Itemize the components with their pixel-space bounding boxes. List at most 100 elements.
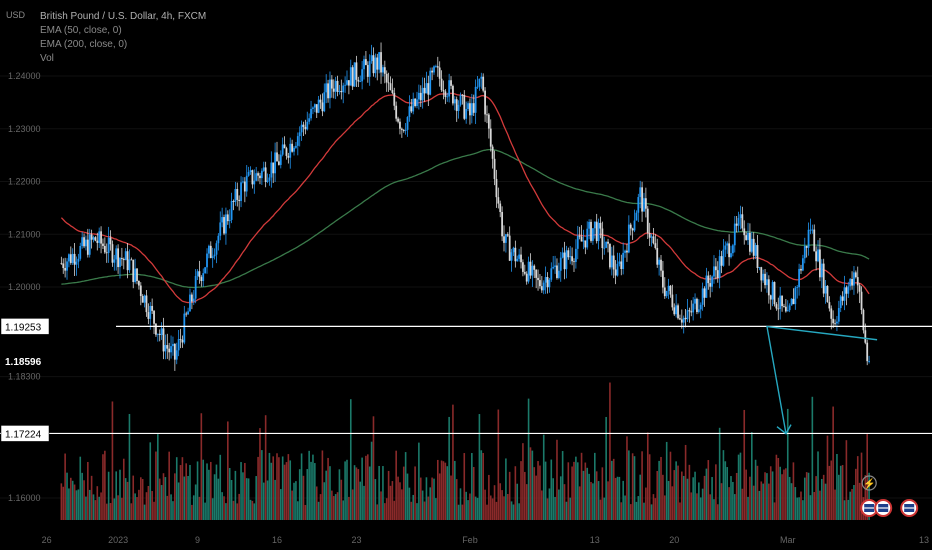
volume-bar (365, 455, 367, 520)
volume-bar (81, 472, 83, 520)
volume-bar (397, 476, 399, 520)
volume-bar (255, 476, 257, 520)
volume-bar (559, 476, 562, 520)
candle-body (637, 197, 640, 213)
horizontal-levels[interactable] (0, 325, 932, 435)
candle-body (200, 277, 203, 282)
volume-bar (675, 461, 677, 520)
volume-bar (571, 466, 573, 520)
volume-bar (448, 416, 450, 520)
volume-bar (819, 490, 821, 520)
volume-bar (864, 475, 867, 520)
candle-body (667, 285, 670, 291)
candle-body (747, 232, 749, 240)
candle-body (319, 99, 322, 103)
volume-bar (826, 435, 829, 520)
candle-body (523, 271, 526, 274)
volume-bar (244, 463, 246, 520)
volume-bar (573, 461, 575, 520)
candle-body (571, 256, 573, 262)
candle-body (743, 228, 746, 236)
projection-arrow[interactable] (766, 325, 878, 435)
volume-bar (779, 466, 781, 520)
volume-bar (541, 490, 543, 520)
candle-body (255, 173, 258, 181)
candle-body (374, 57, 377, 74)
volume-bar (368, 466, 371, 520)
volume-bar (281, 456, 284, 520)
volume-bar (482, 452, 484, 520)
volume-bar (578, 486, 581, 520)
candle-body (627, 224, 630, 253)
volume-bar (622, 480, 624, 520)
time-axis[interactable]: 26202391623Feb1320Mar132027 (42, 535, 932, 545)
candle-body (192, 298, 195, 302)
candle-body (98, 231, 101, 243)
volume-bar (552, 478, 554, 520)
volume-bar (592, 483, 594, 520)
candle-body (786, 310, 789, 312)
volume-bar (486, 504, 488, 520)
ema-200-label[interactable]: EMA (200, close, 0) (40, 39, 128, 50)
volume-bar (361, 457, 363, 520)
volume-bar (822, 474, 825, 520)
volume-bar (183, 476, 186, 520)
volume-bar (790, 483, 793, 520)
volume-label[interactable]: Vol (40, 53, 54, 64)
volume-bar (77, 489, 80, 520)
volume-bar (489, 495, 492, 520)
grid (0, 75, 932, 499)
symbol-title[interactable]: British Pound / U.S. Dollar, 4h, FXCM (40, 11, 207, 22)
volume-bar (601, 467, 604, 520)
volume-bar (68, 488, 70, 520)
candle-body (592, 228, 594, 241)
volume-bar (293, 482, 295, 520)
candle-body (805, 246, 808, 248)
candle-body (155, 323, 157, 335)
volume-bar (754, 459, 757, 520)
volume-bar (637, 496, 640, 520)
candle-body (457, 104, 460, 111)
ema50-path (60, 92, 870, 304)
volume-bar (584, 462, 587, 520)
candle-body (728, 243, 731, 258)
ema-50-label[interactable]: EMA (50, close, 0) (40, 25, 122, 36)
candle-body (172, 343, 174, 347)
candle-body (230, 200, 233, 220)
price-axis[interactable]: 1.24000 1.23000 1.22000 1.21000 1.20000 1.183… (0, 71, 50, 503)
candle-body (162, 328, 165, 352)
volume-bar (646, 432, 649, 520)
candle-body (295, 145, 297, 148)
candle-body (412, 98, 415, 112)
volume-bar (669, 451, 672, 520)
volume-bar (132, 475, 135, 520)
volume-bar (855, 468, 857, 520)
volume-bar (416, 503, 418, 520)
candle-body (803, 246, 806, 259)
candle-body (800, 268, 802, 271)
candle-body (455, 99, 458, 111)
candle-body (654, 243, 657, 248)
candle-body (111, 244, 114, 263)
volume-bar (745, 469, 747, 520)
candle-body (347, 80, 350, 86)
economic-events[interactable]: ⚡ (860, 475, 919, 517)
candle-body (308, 118, 311, 122)
candle-body (234, 189, 237, 202)
volume-bar (527, 398, 530, 520)
candle-body (658, 259, 661, 265)
candle-body (446, 96, 449, 98)
volume-bar (709, 494, 711, 520)
candle-body (764, 273, 766, 286)
volume-bar (752, 485, 755, 520)
price-tick-label: 1.23000 (8, 124, 41, 134)
volume-bar (380, 491, 382, 520)
candle-body (540, 286, 543, 291)
volume-bar (374, 479, 377, 520)
candle-body (166, 345, 169, 349)
candle-body (567, 250, 570, 258)
lightning-glyph: ⚡ (863, 477, 875, 490)
candle-body (109, 237, 112, 245)
candle-body (616, 263, 619, 276)
